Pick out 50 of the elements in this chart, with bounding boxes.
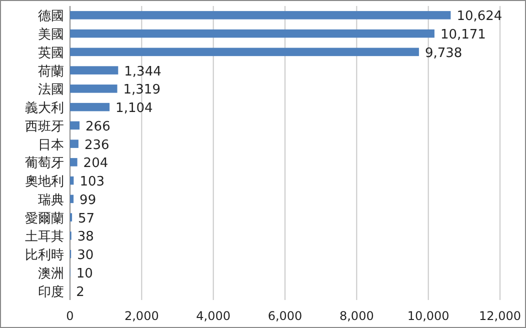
data-label: 10,624 [456,9,502,24]
y-tick-label: 法國 [38,82,64,98]
data-label: 9,738 [424,46,462,61]
x-tick-label: 0 [66,309,74,323]
y-tick-label: 瑞典 [38,192,64,208]
y-tick-label: 印度 [38,284,64,300]
data-label: 99 [80,192,96,208]
bar [70,176,74,185]
y-tick-label: 西班牙 [25,119,64,134]
data-label: 266 [86,119,110,134]
bar [70,140,78,148]
y-tick-label: 德國 [38,9,64,24]
data-label: 204 [83,156,108,172]
data-label: 1,319 [123,82,160,98]
x-tick-label: 6,000 [268,309,302,323]
data-label: 236 [84,138,110,153]
y-tick-label: 澳洲 [38,266,64,282]
y-tick-label: 美國 [38,26,64,43]
data-label: 2 [76,284,84,300]
y-tick-label: 日本 [38,138,64,153]
y-tick-label: 義大利 [25,101,64,116]
y-tick-label: 比利時 [25,248,64,264]
bar [70,102,110,112]
y-tick-label: 愛爾蘭 [25,211,64,226]
bar [70,48,419,56]
bar [70,11,451,20]
data-label: 57 [78,211,95,226]
data-label: 1,104 [116,101,153,116]
y-tick-label: 葡萄牙 [25,156,64,172]
bar [70,29,434,38]
data-label: 1,344 [124,64,162,80]
x-tick-label: 2,000 [124,309,159,323]
data-label: 10 [76,266,93,282]
y-tick-label: 荷蘭 [38,64,64,80]
y-tick-label: 奧地利 [25,174,64,190]
bar [70,121,80,130]
data-label: 10,171 [440,28,486,43]
x-tick-label: 10,000 [407,309,450,323]
data-label: 103 [80,174,105,190]
x-tick-label: 12,000 [479,309,521,323]
bar [70,158,78,166]
x-tick-label: 4,000 [196,309,231,323]
y-tick-label: 土耳其 [25,230,64,245]
bar [70,194,74,204]
x-tick-label: 8,000 [339,309,374,323]
bar [70,66,118,74]
data-label: 30 [77,248,94,264]
y-tick-label: 英國 [38,46,64,61]
data-label: 38 [77,230,94,245]
bar [70,84,118,93]
